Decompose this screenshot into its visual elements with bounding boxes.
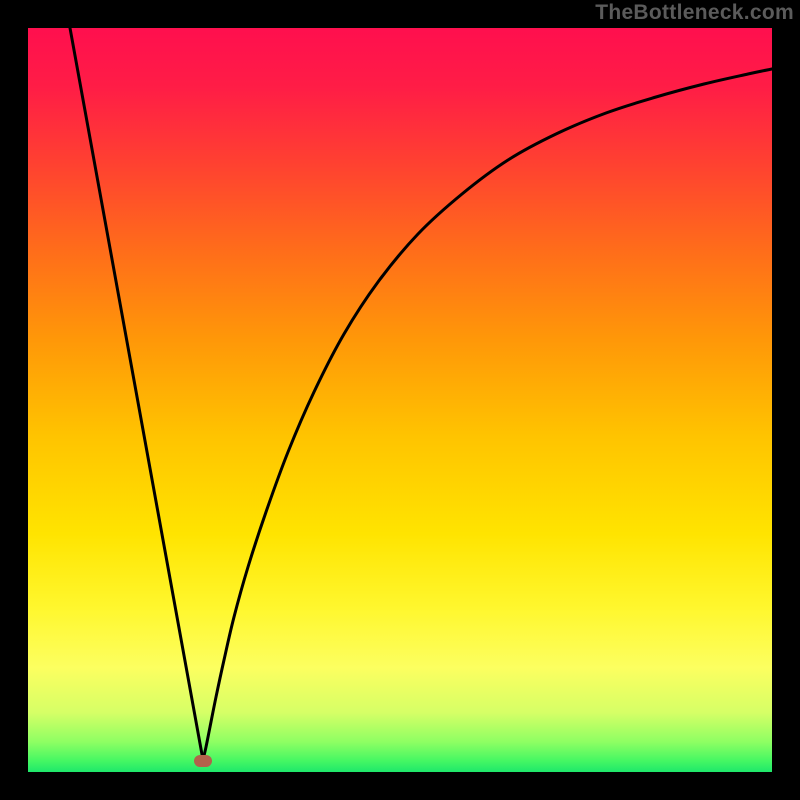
plot-area xyxy=(28,28,772,772)
gradient-background xyxy=(28,28,772,772)
minimum-marker xyxy=(194,755,212,767)
watermark-text: TheBottleneck.com xyxy=(595,1,794,25)
figure-frame: TheBottleneck.com xyxy=(0,0,800,800)
bottleneck-chart xyxy=(28,28,772,772)
